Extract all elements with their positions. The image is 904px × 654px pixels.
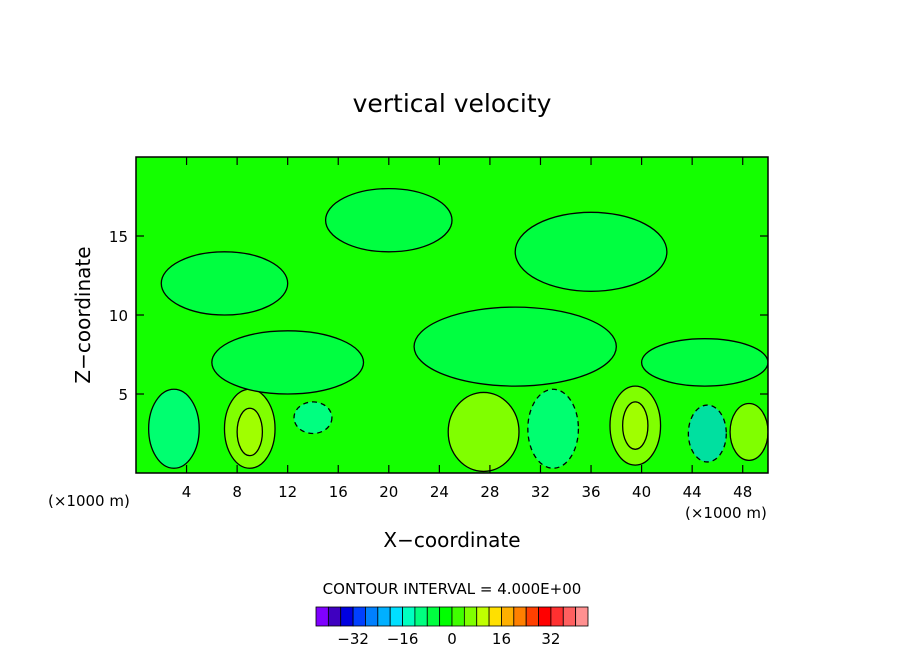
- contour-fields: [147, 187, 768, 473]
- colorbar-tick-label: −16: [387, 630, 419, 648]
- x-tick-label: 4: [182, 483, 192, 501]
- y-axis-label: Z−coordinate: [71, 246, 95, 383]
- contour-region-8: [687, 404, 727, 463]
- contour-region-2: [236, 407, 264, 457]
- colorbar-tick-label: 16: [492, 630, 511, 648]
- x-tick-label: 32: [531, 483, 550, 501]
- y-tick-label: 5: [118, 386, 128, 404]
- x-tick-label: 48: [733, 483, 752, 501]
- colorbar-swatch: [513, 606, 527, 627]
- chart-title: vertical velocity: [353, 89, 552, 118]
- colorbar-swatch: [377, 606, 391, 627]
- y-axis-ticks: 5 10 15: [109, 228, 768, 404]
- colorbar-swatch: [352, 606, 366, 627]
- x-tick-label: 40: [632, 483, 651, 501]
- colorbar-swatch: [327, 606, 342, 627]
- colorbar-swatch: [315, 606, 329, 627]
- colorbar-swatch: [476, 606, 490, 627]
- x-tick-label: 8: [232, 483, 242, 501]
- x-tick-label: 12: [278, 483, 297, 501]
- y-tick-label: 10: [109, 307, 128, 325]
- x-tick-label: 16: [329, 483, 348, 501]
- x-axis-ticks: 4 8 12 16 20 24 28 32 36 40 44 48: [182, 157, 752, 501]
- contour-region-0: [147, 388, 200, 469]
- colorbar-swatch: [426, 606, 441, 627]
- contour-region-12: [640, 338, 768, 387]
- y-tick-label: 15: [109, 228, 128, 246]
- x-axis-label: X−coordinate: [383, 528, 520, 552]
- contour-region-5: [527, 388, 580, 469]
- colorbar-swatch: [340, 606, 354, 627]
- x-unit-left: (×1000 m): [48, 492, 130, 510]
- colorbar-swatch: [402, 606, 416, 627]
- colorbar-swatch: [389, 606, 403, 627]
- colorbar-swatch: [501, 606, 515, 627]
- colorbar-tick-label: −32: [337, 630, 369, 648]
- colorbar-swatch: [538, 606, 552, 627]
- colorbar-swatch: [414, 606, 428, 627]
- contour-region-10: [211, 330, 365, 395]
- colorbar-swatch: [451, 606, 465, 627]
- colorbar-swatch: [550, 606, 564, 627]
- contour-interval-label: CONTOUR INTERVAL = 4.000E+00: [323, 580, 582, 598]
- colorbar-swatch: [463, 606, 478, 627]
- contour-region-15: [160, 251, 289, 316]
- colorbar: −32 −16 0 16 32: [315, 606, 589, 648]
- colorbar-swatch: [525, 606, 539, 627]
- colorbar-swatch: [365, 606, 379, 627]
- contour-region-11: [413, 306, 617, 387]
- contour-region-14: [514, 211, 668, 292]
- x-unit-right: (×1000 m): [685, 504, 767, 522]
- x-tick-label: 36: [581, 483, 600, 501]
- contour-region-9: [729, 402, 768, 462]
- x-tick-label: 44: [683, 483, 702, 501]
- colorbar-swatch: [439, 606, 453, 627]
- x-tick-label: 28: [480, 483, 499, 501]
- contour-region-7: [621, 401, 649, 450]
- colorbar-swatch: [575, 606, 589, 627]
- x-tick-label: 24: [430, 483, 449, 501]
- contour-region-4: [447, 391, 520, 473]
- colorbar-swatch: [488, 606, 502, 627]
- contour-region-13: [324, 187, 453, 253]
- colorbar-swatch: [562, 606, 577, 627]
- contour-region-3: [293, 401, 333, 435]
- x-tick-label: 20: [379, 483, 398, 501]
- colorbar-tick-label: 0: [447, 630, 457, 648]
- colorbar-tick-label: 32: [541, 630, 560, 648]
